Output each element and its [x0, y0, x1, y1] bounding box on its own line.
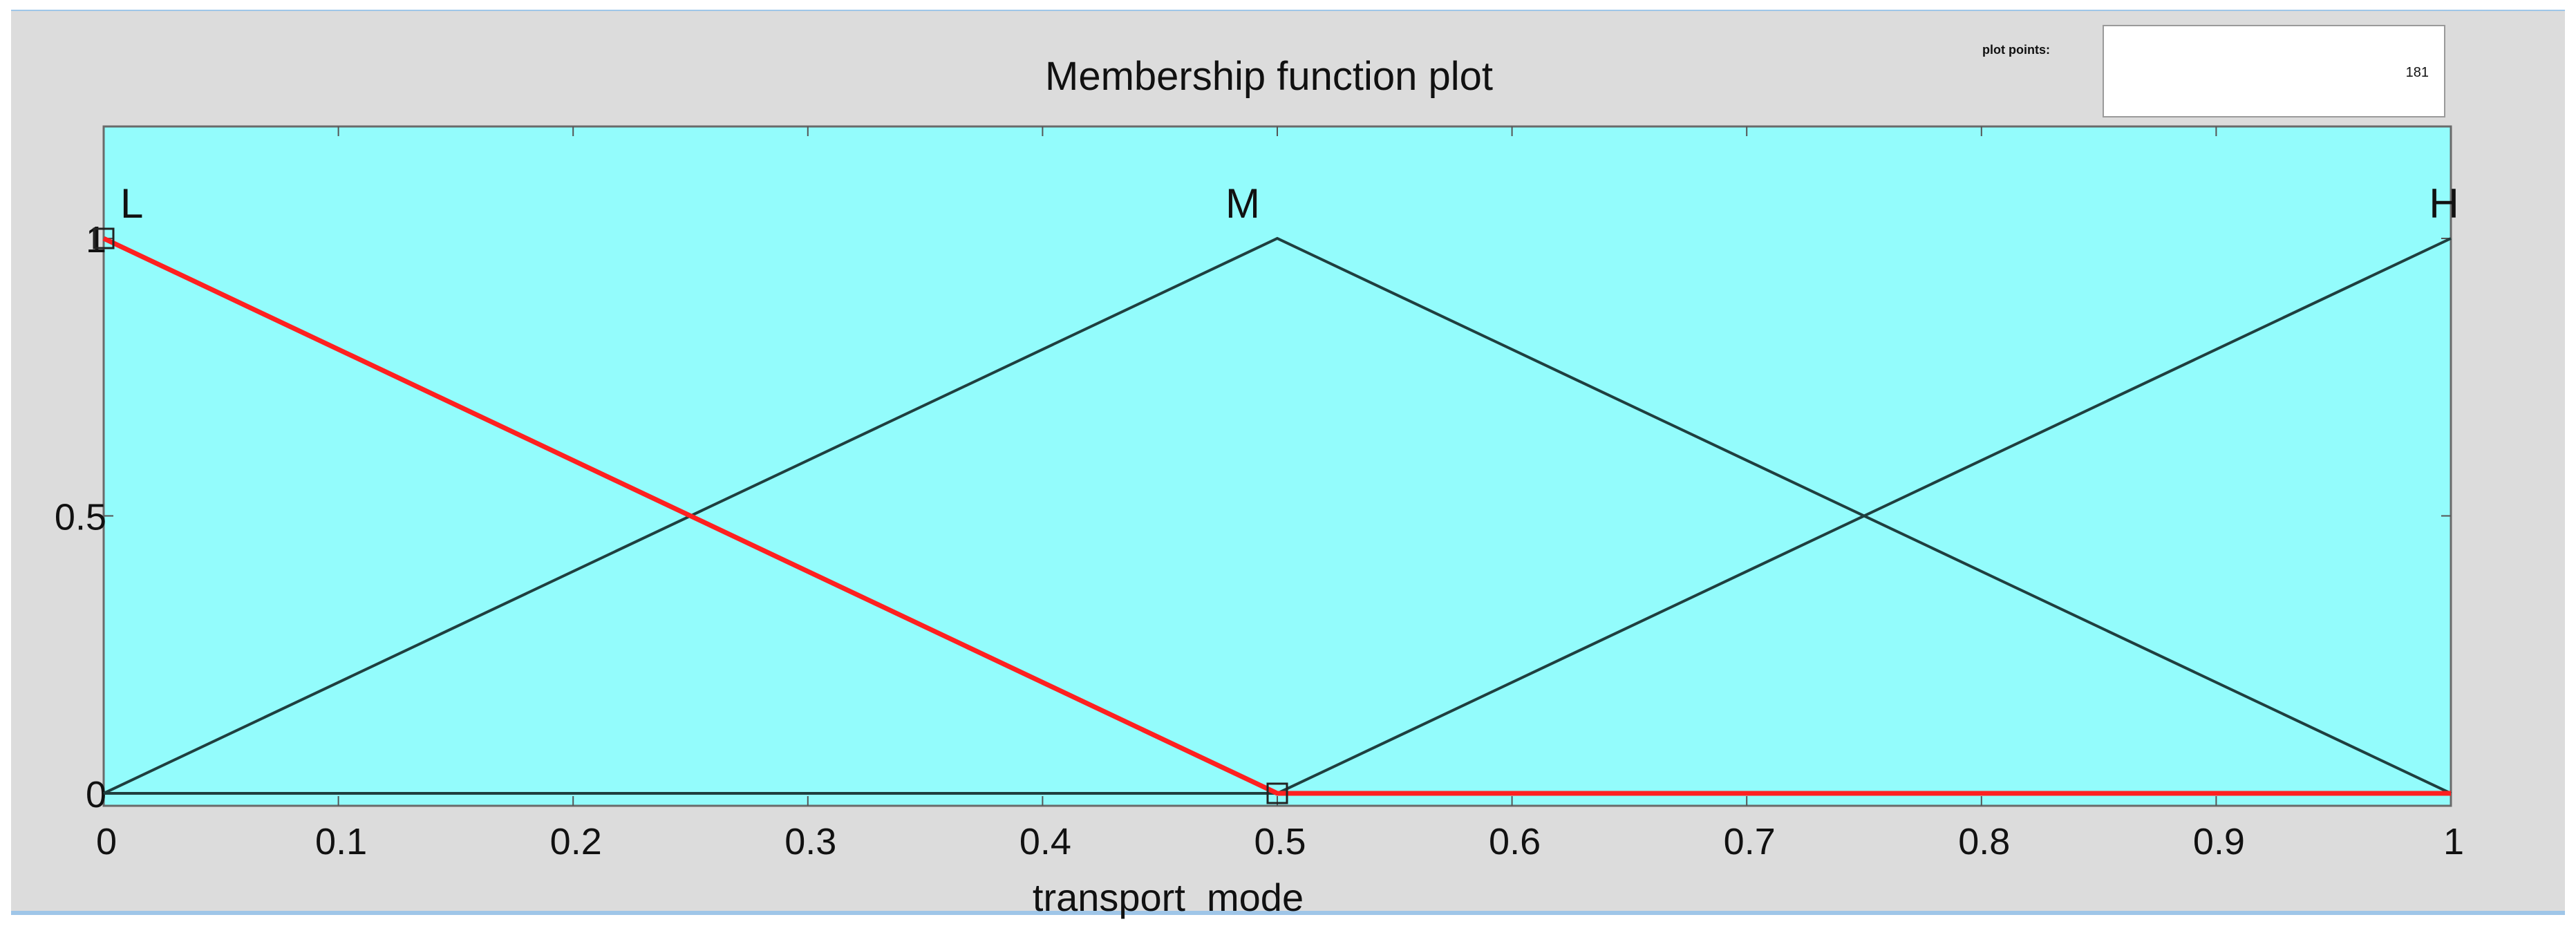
x-tick-label: 1 — [2443, 821, 2464, 862]
series-label-h: H — [2429, 180, 2459, 227]
y-tick-label: 1 — [86, 219, 106, 261]
chart-title: Membership function plot — [1045, 54, 1493, 99]
x-tick-label: 0.5 — [1254, 821, 1306, 862]
y-tick-label: 0.5 — [55, 497, 106, 538]
series-line-l — [102, 236, 2451, 796]
series-line-m — [103, 236, 2452, 795]
plot-points-label: plot points: — [1982, 43, 2050, 57]
series-label-m: M — [1225, 180, 1260, 227]
x-axis-label: transport mode — [1033, 876, 1304, 919]
x-tick-label: 0.8 — [1958, 821, 2010, 862]
x-tick-label: 0.2 — [550, 821, 602, 862]
series-label-l: L — [120, 180, 143, 227]
x-tick-label: 0.4 — [1019, 821, 1071, 862]
x-tick-label: 0.9 — [2193, 821, 2245, 862]
y-tick-label: 0 — [86, 774, 106, 815]
x-tick-label: 0.3 — [784, 821, 836, 862]
x-tick-label: 0.6 — [1489, 821, 1541, 862]
vertex-handle — [1266, 782, 1288, 804]
x-tick-label: 0 — [96, 821, 117, 862]
plot-area — [102, 125, 2452, 807]
x-tick-label: 0.1 — [315, 821, 367, 862]
vertex-handle — [93, 227, 115, 249]
plot-points-input[interactable]: 181 — [2103, 25, 2445, 117]
x-tick-label: 0.7 — [1724, 821, 1776, 862]
